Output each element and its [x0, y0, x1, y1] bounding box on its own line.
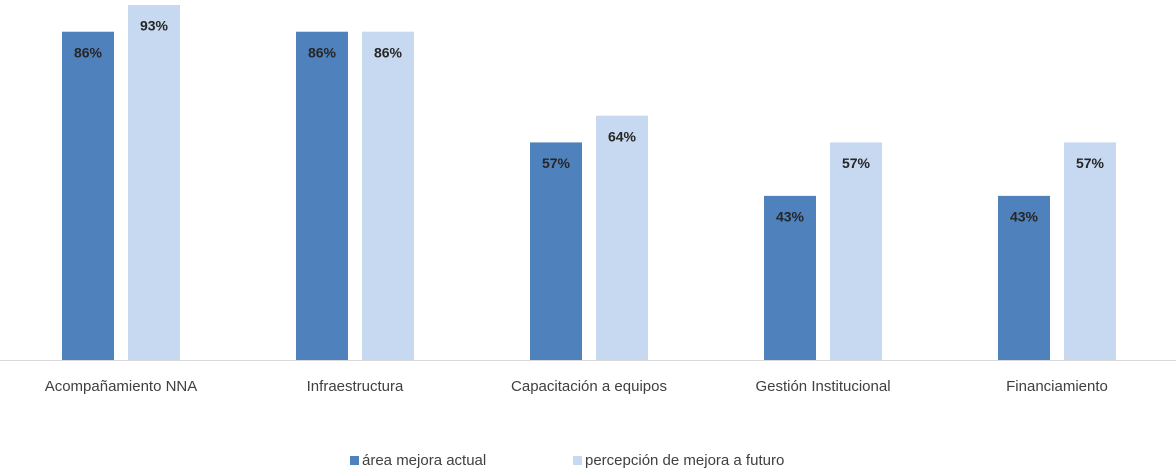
data-label: 64% [608, 128, 637, 144]
data-label: 93% [140, 18, 169, 34]
bar [998, 195, 1050, 360]
x-tick-label: Capacitación a equipos [511, 378, 667, 395]
data-label: 86% [374, 44, 403, 60]
bar [62, 31, 114, 361]
x-tick-label: Gestión Institucional [755, 378, 890, 395]
data-label: 86% [74, 44, 103, 60]
data-label: 43% [776, 209, 805, 225]
data-label: 57% [842, 155, 871, 171]
x-tick-label: Acompañamiento NNA [45, 378, 198, 395]
legend-swatch [350, 456, 359, 465]
data-label: 57% [1076, 155, 1105, 171]
bar [128, 5, 180, 360]
data-label: 57% [542, 155, 571, 171]
legend-label: área mejora actual [362, 452, 486, 469]
bar [596, 115, 648, 361]
bar [764, 195, 816, 360]
data-label: 86% [308, 44, 337, 60]
bar [362, 31, 414, 361]
legend-swatch [573, 456, 582, 465]
bar [830, 142, 882, 360]
data-label: 43% [1010, 209, 1039, 225]
bar [1064, 142, 1116, 360]
bar [530, 142, 582, 360]
x-tick-label: Infraestructura [307, 378, 404, 395]
x-tick-label: Financiamiento [1006, 378, 1108, 395]
legend-label: percepción de mejora a futuro [585, 452, 784, 469]
bar [296, 31, 348, 361]
